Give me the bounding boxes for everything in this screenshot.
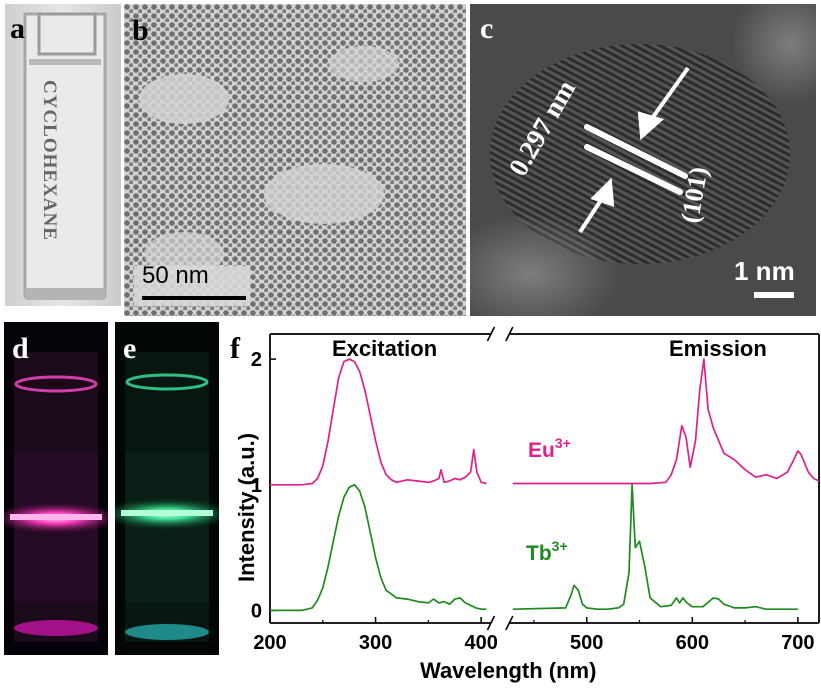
panel-c-hrtem-image: c 0.297 nm (101) 1 nm bbox=[470, 4, 816, 316]
y-tick-label: 1 bbox=[251, 475, 262, 497]
x-tick-label: 500 bbox=[570, 632, 603, 654]
chart-axes: 200 300 400 500 600 700 0 1 2 bbox=[251, 326, 820, 654]
panel-b-tem-image: b 50 nm bbox=[124, 4, 466, 316]
series-label-tb: Tb3+ bbox=[526, 538, 568, 565]
series-line-eu-emission bbox=[512, 358, 820, 485]
hrtem-lattice bbox=[470, 4, 816, 316]
chart-labels-layer: Excitation Emission Wavelength (nm) Inte… bbox=[234, 336, 767, 683]
axis-break-mark bbox=[505, 326, 514, 342]
excitation-annotation: Excitation bbox=[332, 336, 437, 361]
chart-series-layer bbox=[270, 358, 820, 612]
tb-glowing-cuvette bbox=[115, 322, 219, 655]
panel-label-a: a bbox=[10, 12, 25, 45]
x-tick-label: 400 bbox=[464, 632, 497, 654]
series-line-tb-emission bbox=[512, 483, 798, 611]
x-tick-label: 300 bbox=[359, 632, 392, 654]
panel-label-c: c bbox=[480, 12, 494, 45]
axis-break-mark bbox=[486, 615, 496, 631]
x-tick-label: 600 bbox=[676, 632, 709, 654]
panel-e-tb-luminescence-photo: e bbox=[115, 322, 219, 655]
series-label-eu: Eu3+ bbox=[528, 435, 571, 462]
series-label-tb-base: Tb bbox=[526, 542, 552, 565]
series-label-eu-base: Eu bbox=[528, 439, 555, 462]
x-tick-label: 700 bbox=[781, 632, 814, 654]
tem-nanoparticles bbox=[124, 4, 466, 316]
series-line-eu-excitation bbox=[270, 358, 487, 486]
x-tick-label: 200 bbox=[253, 632, 286, 654]
series-label-eu-sup: 3+ bbox=[555, 435, 571, 451]
scalebar-label-c: 1 nm bbox=[734, 256, 795, 286]
panel-d-eu-luminescence-photo: d bbox=[4, 322, 108, 655]
panel-label-f: f bbox=[230, 332, 240, 365]
panel-label-e: e bbox=[123, 332, 137, 365]
x-axis-title: Wavelength (nm) bbox=[420, 658, 596, 683]
series-label-tb-sup: 3+ bbox=[552, 538, 568, 554]
panel-label-b: b bbox=[132, 14, 149, 47]
y-tick-label: 0 bbox=[251, 600, 262, 622]
scalebar-label-b: 50 nm bbox=[142, 262, 209, 289]
cuvette-text: CYCLOHEXANE bbox=[39, 80, 60, 241]
y-axis-title: Intensity (a.u.) bbox=[234, 433, 259, 582]
y-tick-label: 2 bbox=[251, 349, 262, 371]
eu-glowing-cuvette bbox=[4, 322, 108, 655]
spectra-plot: 200 300 400 500 600 700 0 1 2 Excitation Emissio… bbox=[234, 326, 820, 683]
panel-f-spectra-chart: f 200 300 400 500 600 700 0 1 2 Excitation Emiss… bbox=[224, 320, 821, 688]
cuvette-illustration bbox=[5, 4, 121, 306]
panel-a-cuvette-photo: a CYCLOHEXANE bbox=[5, 4, 121, 306]
axis-break-mark bbox=[486, 326, 496, 342]
series-line-tb-excitation bbox=[270, 483, 487, 612]
axis-break-mark bbox=[505, 615, 514, 631]
panel-label-d: d bbox=[12, 332, 29, 365]
emission-annotation: Emission bbox=[669, 336, 767, 361]
